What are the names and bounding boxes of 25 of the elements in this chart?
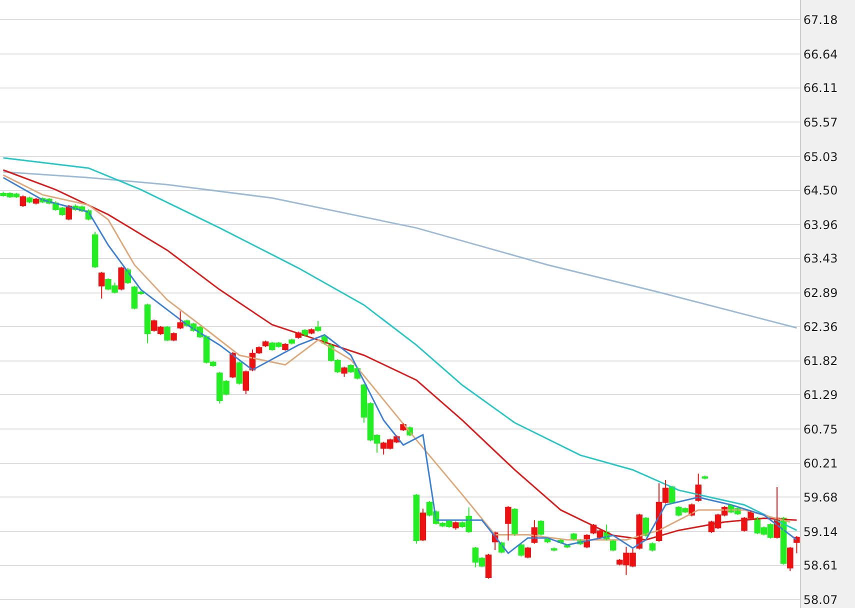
y-tick-label: 58.61: [803, 558, 838, 573]
y-tick-label: 67.18: [803, 12, 838, 27]
y-tick-label: 61.29: [803, 388, 838, 402]
y-tick-label: 61.82: [803, 354, 838, 368]
candlestick: [98, 271, 105, 300]
y-tick-label: 63.43: [803, 252, 838, 266]
candlestick: [564, 544, 570, 549]
candlestick: [170, 332, 177, 342]
y-tick-label: 64.50: [803, 184, 838, 198]
y-tick-label: 65.03: [803, 150, 838, 164]
y-tick-label: 63.96: [803, 218, 838, 232]
y-tick-label: 60.21: [803, 456, 838, 471]
candlestick: [787, 546, 794, 572]
y-tick-label: 58.07: [803, 592, 838, 607]
candlestick: [452, 520, 459, 530]
y-tick-label: 65.57: [803, 115, 838, 130]
line-series: [2, 171, 798, 329]
candlestick: [164, 325, 170, 342]
y-tick-label: 62.89: [803, 286, 838, 300]
y-tick-label: 66.64: [803, 47, 838, 62]
y-tick-label: 60.75: [803, 422, 838, 436]
y-tick-label: 59.68: [803, 490, 838, 504]
y-tick-label: 59.14: [803, 524, 838, 539]
y-tick-label: 62.36: [803, 320, 838, 334]
y-tick-label: 66.11: [803, 81, 838, 96]
